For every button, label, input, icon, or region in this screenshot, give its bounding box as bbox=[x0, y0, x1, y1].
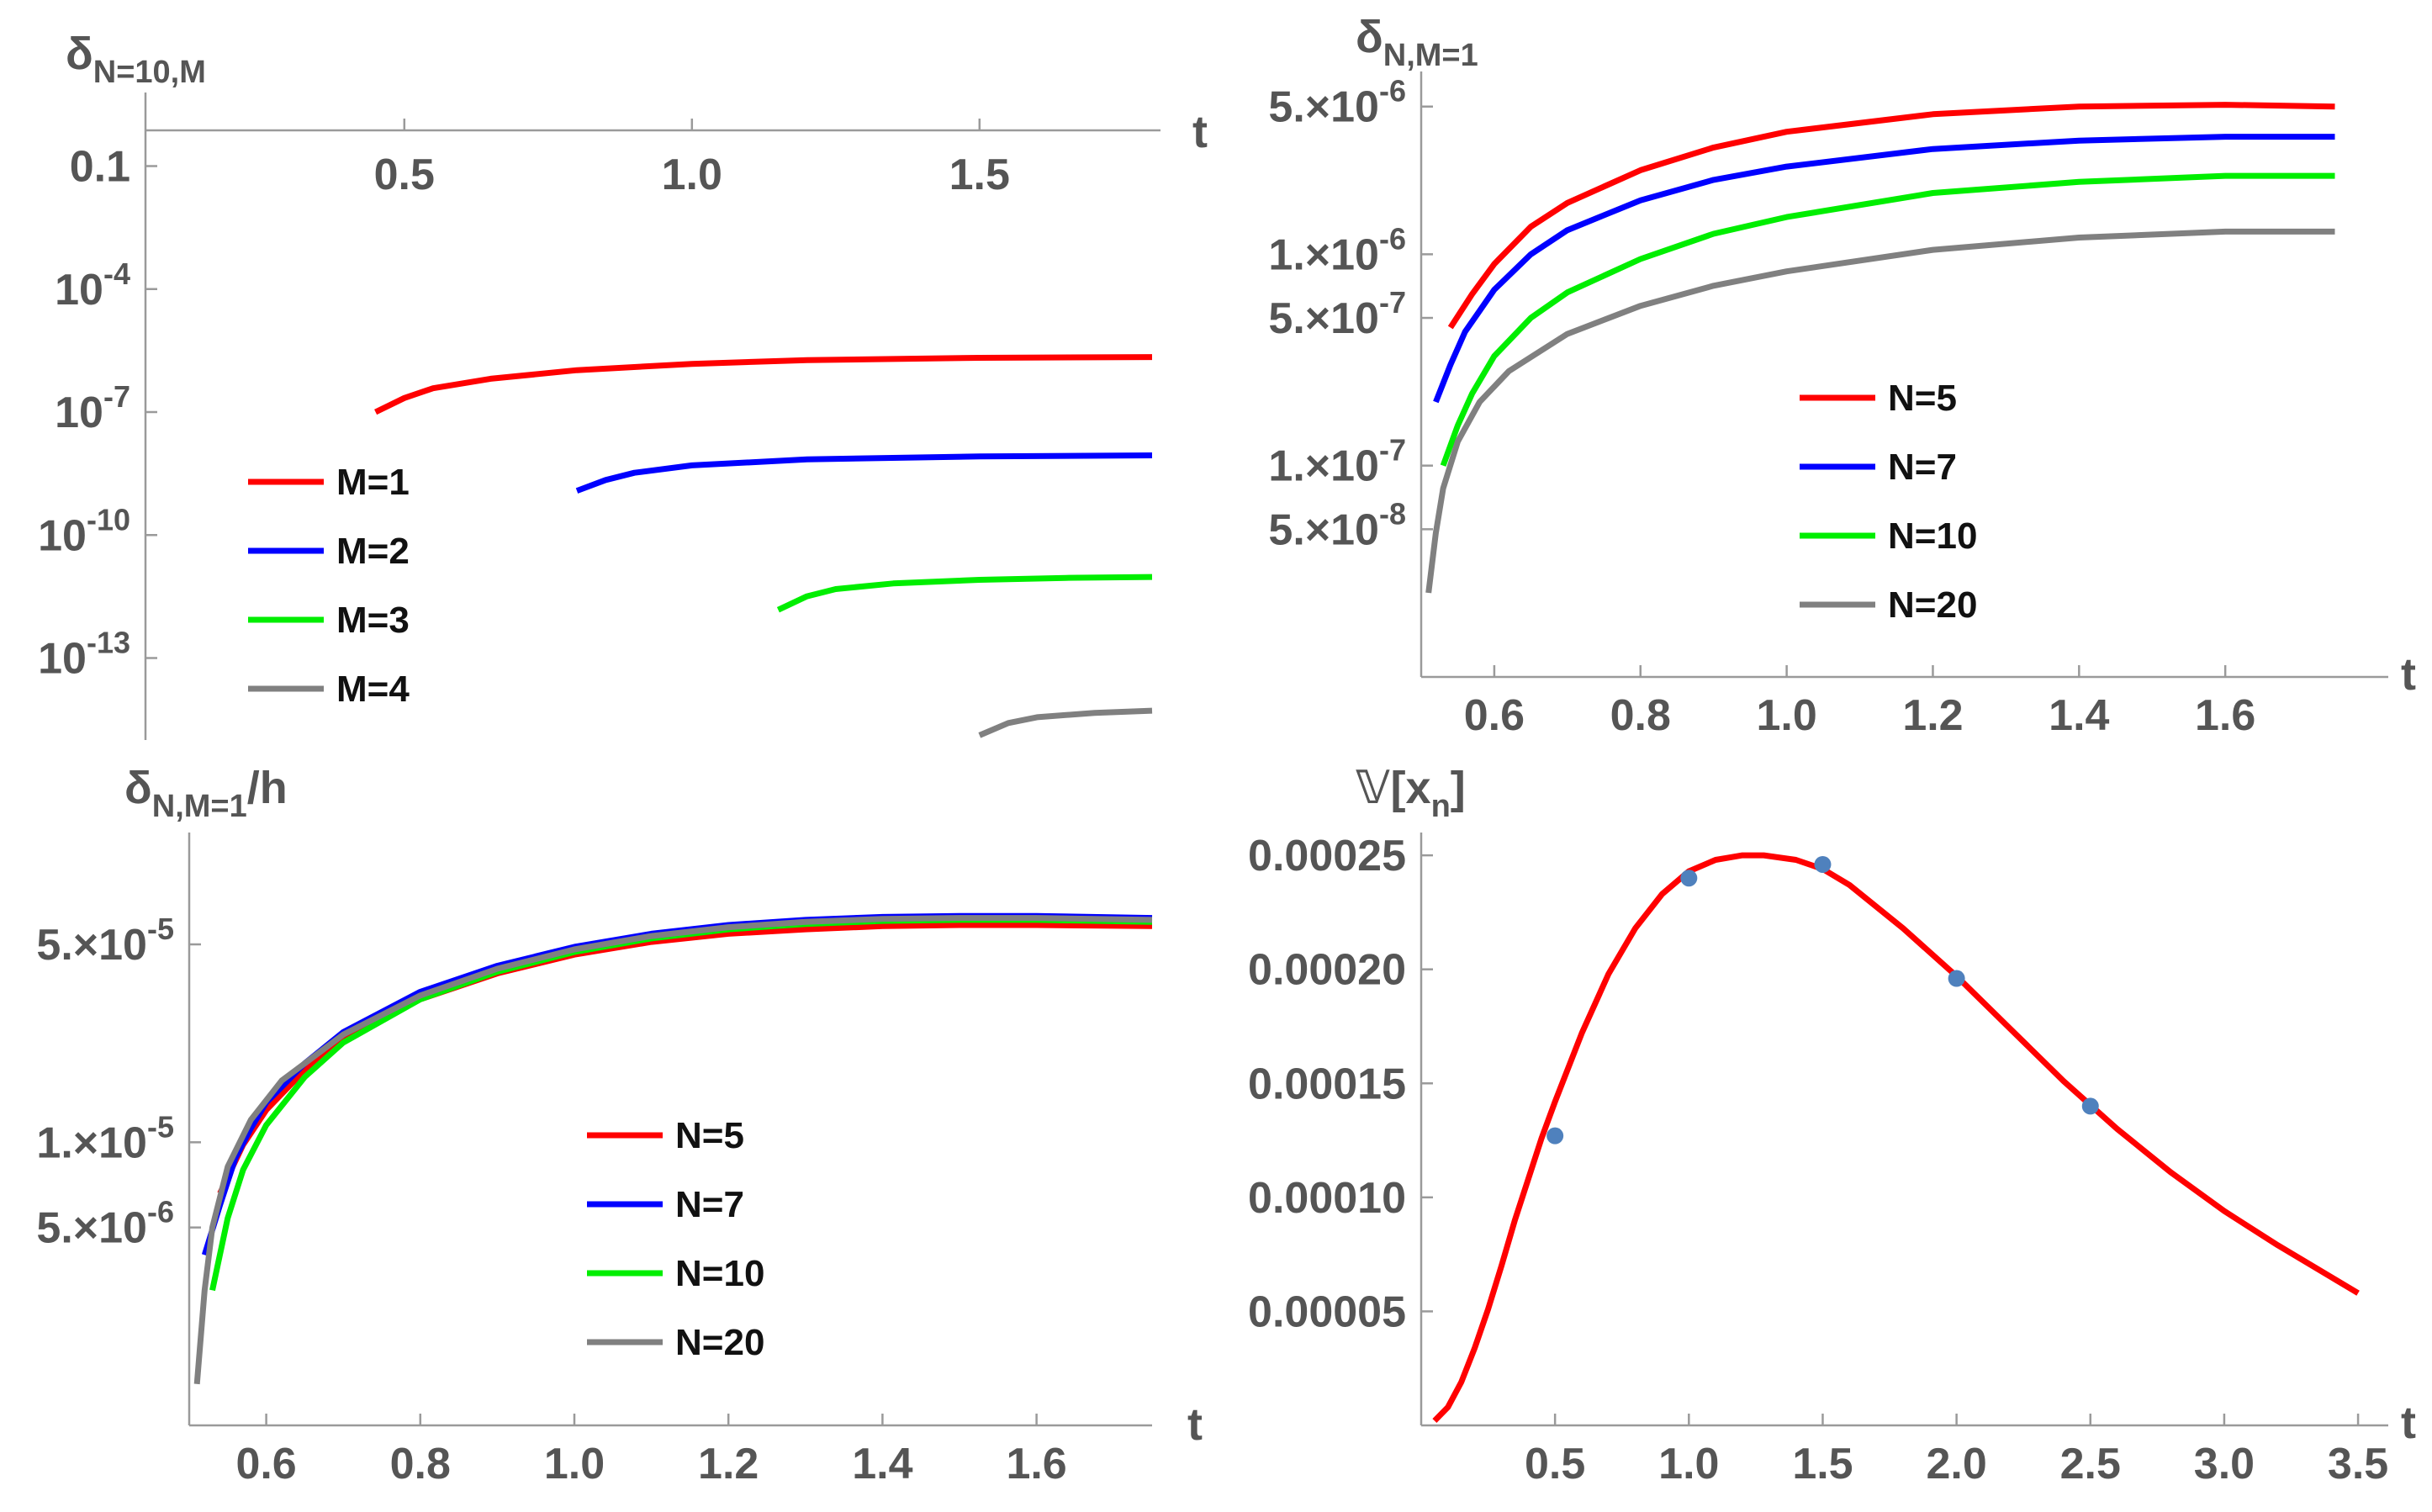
series-line-n5 bbox=[1447, 102, 2335, 330]
y-tick-label: 5.×10-6 bbox=[1268, 74, 1406, 132]
y-tick-label: 10-4 bbox=[55, 256, 130, 315]
series-line-n10 bbox=[1440, 172, 2335, 467]
y-tick-label: 5.×10-8 bbox=[1268, 496, 1406, 554]
legend-label-n20: N=20 bbox=[675, 1322, 764, 1363]
y-tick-label: 5.×10-5 bbox=[36, 912, 174, 970]
legend-label-n10: N=10 bbox=[675, 1253, 764, 1294]
panel-1-y-ticks: 0.1 10-4 10-7 10-10 10-13 bbox=[38, 143, 157, 684]
x-tick-label: 0.5 bbox=[1525, 1440, 1585, 1488]
y-tick-label: 0.1 bbox=[70, 143, 130, 192]
panel-2: δN,M=1 t 0.6 0.8 1.0 1.2 1.4 1.6 5.×10-6 1.×10… bbox=[1268, 12, 2416, 740]
series-line-curve bbox=[1432, 852, 2360, 1424]
panel-3-legend: N=5 N=7 N=10 N=20 bbox=[587, 1115, 764, 1363]
x-tick-label: 1.0 bbox=[544, 1440, 605, 1488]
y-tick-label: 0.00010 bbox=[1248, 1174, 1406, 1223]
y-tick-label: 10-7 bbox=[55, 379, 130, 437]
panel-4-curves bbox=[1432, 852, 2360, 1424]
y-tick-label: 1.×10-6 bbox=[1268, 221, 1406, 279]
legend-label-m2: M=2 bbox=[336, 531, 410, 572]
x-tick-label: 1.0 bbox=[1658, 1440, 1719, 1488]
x-tick-label: 1.2 bbox=[1902, 691, 1963, 740]
y-tick-label: 0.00025 bbox=[1248, 832, 1406, 880]
x-tick-label: 0.8 bbox=[390, 1440, 451, 1488]
y-tick-label: 5.×10-6 bbox=[36, 1195, 174, 1253]
panel-4-x-label: t bbox=[2401, 1398, 2416, 1448]
panel-1: δN=10,M t 0.5 1.0 1.5 0.1 10-4 10-7 10-10 10-1… bbox=[38, 29, 1208, 740]
series-line-n10 bbox=[209, 917, 1153, 1292]
data-point bbox=[2081, 1097, 2099, 1115]
y-tick-label: 0.00005 bbox=[1248, 1287, 1406, 1336]
y-tick-label: 1.×10-7 bbox=[1268, 433, 1406, 491]
y-tick-label: 5.×10-7 bbox=[1268, 285, 1406, 343]
x-tick-label: 3.0 bbox=[2194, 1440, 2255, 1488]
legend-label-n10: N=10 bbox=[1888, 515, 1977, 557]
x-tick-label: 0.6 bbox=[235, 1440, 296, 1488]
x-tick-label: 0.5 bbox=[374, 151, 435, 199]
x-tick-label: 1.4 bbox=[2049, 691, 2109, 740]
x-tick-label: 1.0 bbox=[662, 151, 722, 199]
panel-3-x-ticks: 0.6 0.8 1.0 1.2 1.4 1.6 bbox=[235, 1414, 1067, 1488]
x-tick-label: 1.6 bbox=[2195, 691, 2255, 740]
x-tick-label: 1.4 bbox=[852, 1440, 912, 1488]
panel-1-title: δN=10,M bbox=[66, 29, 206, 90]
panel-3-y-ticks: 5.×10-5 1.×10-5 5.×10-6 bbox=[36, 912, 201, 1253]
legend-label-n5: N=5 bbox=[675, 1115, 744, 1156]
panel-4-x-ticks: 0.5 1.0 1.5 2.0 2.5 3.0 3.5 bbox=[1525, 1414, 2388, 1488]
series-line-m2 bbox=[575, 452, 1153, 494]
series-line-m1 bbox=[374, 354, 1153, 415]
x-tick-label: 3.5 bbox=[2328, 1440, 2388, 1488]
panel-2-x-ticks: 0.6 0.8 1.0 1.2 1.4 1.6 bbox=[1464, 665, 2255, 740]
x-tick-label: 2.0 bbox=[1926, 1440, 1986, 1488]
data-point bbox=[1546, 1127, 1564, 1145]
data-point bbox=[1680, 870, 1698, 887]
x-tick-label: 0.6 bbox=[1464, 691, 1525, 740]
y-tick-label: 1.×10-5 bbox=[36, 1109, 174, 1167]
x-tick-label: 2.5 bbox=[2060, 1440, 2121, 1488]
x-tick-label: 1.5 bbox=[1792, 1440, 1853, 1488]
panel-3: δN,M=1/h t 0.6 0.8 1.0 1.2 1.4 1.6 5.×10-5 1.×… bbox=[36, 763, 1203, 1488]
panel-1-curves bbox=[374, 354, 1153, 738]
x-tick-label: 1.2 bbox=[698, 1440, 759, 1488]
data-point bbox=[1814, 855, 1832, 873]
panel-2-curves bbox=[1425, 102, 2335, 594]
x-tick-label: 0.8 bbox=[1610, 691, 1671, 740]
series-line-m4 bbox=[978, 707, 1153, 738]
panel-2-x-label: t bbox=[2401, 649, 2416, 700]
legend-label-m3: M=3 bbox=[336, 600, 410, 641]
panel-3-x-label: t bbox=[1187, 1399, 1203, 1450]
legend-label-m1: M=1 bbox=[336, 462, 410, 503]
data-point bbox=[1948, 970, 1965, 987]
panel-2-y-ticks: 5.×10-6 1.×10-6 5.×10-7 1.×10-75.×10-8 bbox=[1268, 74, 1433, 554]
y-tick-label: 0.00015 bbox=[1248, 1060, 1406, 1108]
panel-3-title: δN,M=1/h bbox=[124, 763, 288, 824]
legend-label-n5: N=5 bbox=[1888, 378, 1957, 419]
panel-1-x-ticks: 0.5 1.0 1.5 bbox=[374, 119, 1010, 199]
series-line-n20 bbox=[193, 915, 1153, 1385]
legend-label-m4: M=4 bbox=[336, 669, 410, 710]
panel-3-curves bbox=[193, 912, 1153, 1385]
panel-4-title: 𝕍[xn] bbox=[1356, 763, 1466, 824]
panel-1-legend: M=1 M=2 M=3 M=4 bbox=[248, 462, 410, 710]
legend-label-n7: N=7 bbox=[1888, 447, 1957, 488]
y-tick-label: 10-10 bbox=[38, 502, 130, 560]
x-tick-label: 1.6 bbox=[1006, 1440, 1066, 1488]
x-tick-label: 1.0 bbox=[1756, 691, 1816, 740]
panel-4-y-ticks: 0.00005 0.00010 0.00015 0.00020 0.00025 bbox=[1248, 832, 1433, 1336]
legend-label-n20: N=20 bbox=[1888, 584, 1977, 626]
legend-label-n7: N=7 bbox=[675, 1184, 744, 1225]
panel-2-title: δN,M=1 bbox=[1356, 12, 1478, 73]
x-tick-label: 1.5 bbox=[949, 151, 1010, 199]
y-tick-label: 10-13 bbox=[38, 626, 130, 684]
panel-2-legend: N=5 N=7 N=10 N=20 bbox=[1800, 378, 1977, 626]
series-line-n7 bbox=[1433, 134, 2335, 404]
y-tick-label: 0.00020 bbox=[1248, 946, 1406, 995]
panel-1-x-label: t bbox=[1192, 107, 1208, 157]
series-line-n20 bbox=[1425, 228, 2335, 594]
series-line-m3 bbox=[776, 574, 1153, 613]
panel-4: 𝕍[xn] t 0.5 1.0 1.5 2.0 2.5 3.0 3.5 0.000050.0… bbox=[1248, 763, 2416, 1488]
